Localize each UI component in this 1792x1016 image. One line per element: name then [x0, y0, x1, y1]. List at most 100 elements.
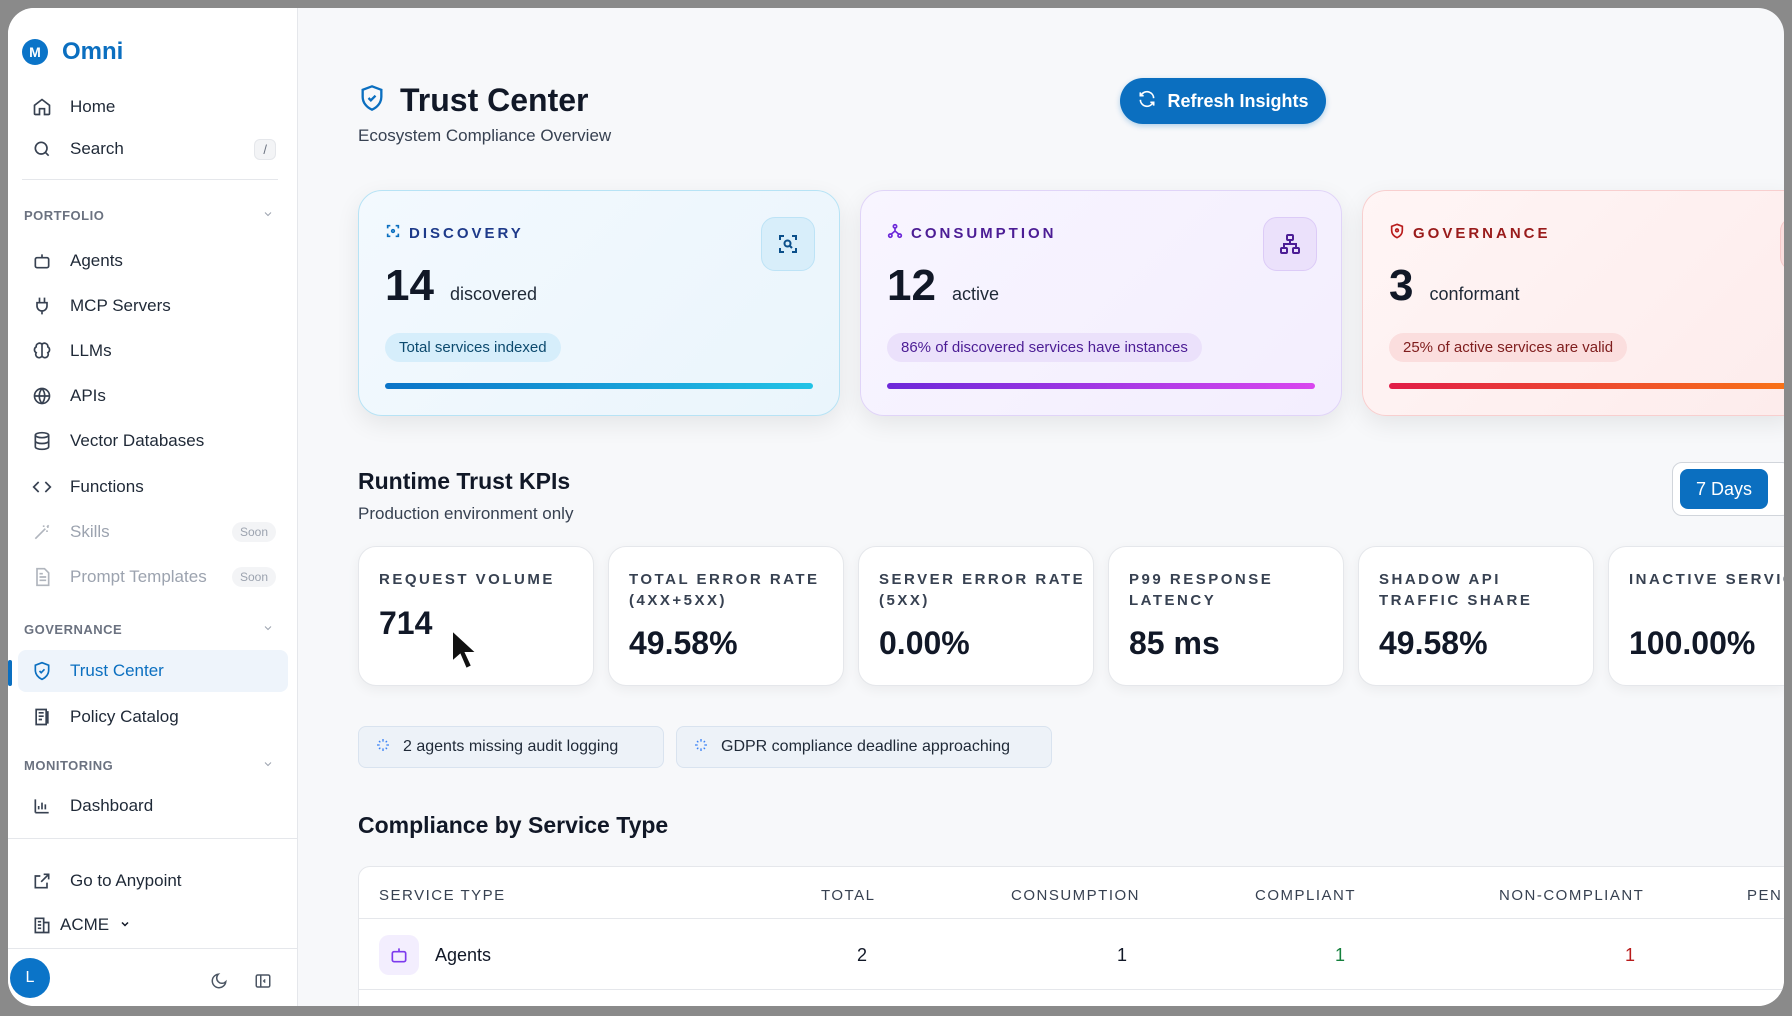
sidebar-item-search[interactable]: Search /: [18, 128, 288, 170]
org-name: ACME: [60, 915, 110, 934]
shield-check-icon: [358, 84, 386, 117]
discovery-card[interactable]: DISCOVERY 14 discovered Total services i…: [358, 190, 840, 416]
section-governance[interactable]: GOVERNANCE: [24, 622, 274, 637]
governance-icon-box: [1780, 217, 1784, 271]
sidebar-item-llms[interactable]: LLMs: [18, 330, 288, 372]
card-heading: GOVERNANCE: [1389, 223, 1551, 243]
sidebar-item-vector-databases[interactable]: Vector Databases: [18, 420, 288, 462]
section-monitoring[interactable]: MONITORING: [24, 758, 274, 773]
kpi-value: 0.00%: [879, 625, 970, 661]
kpi-card-total-error-rate[interactable]: TOTAL ERROR RATE (4XX+5XX) 49.58%: [608, 546, 844, 686]
sidebar-item-label: Trust Center: [70, 661, 164, 680]
kpi-value: 49.58%: [1379, 625, 1488, 661]
chevron-down-icon: [262, 208, 274, 223]
column-header[interactable]: SERVICE TYPE: [379, 887, 506, 904]
wand-icon: [30, 520, 54, 544]
kpi-card-shadow-api-traffic[interactable]: SHADOW API TRAFFIC SHARE 49.58%: [1358, 546, 1594, 686]
sidebar-item-functions[interactable]: Functions: [18, 466, 288, 508]
card-value: 12 active: [887, 261, 999, 311]
collapse-sidebar-icon[interactable]: [252, 970, 274, 992]
sidebar: M Omni Home Search / PORTFOLIO Agents: [8, 8, 298, 1006]
shield-icon: [1389, 223, 1405, 243]
governance-card[interactable]: GOVERNANCE 3 conformant 25% of active se…: [1362, 190, 1784, 416]
consumption-card[interactable]: CONSUMPTION 12 active 86% of discovered …: [860, 190, 1342, 416]
column-header[interactable]: TOTAL: [821, 887, 876, 904]
column-header[interactable]: NON-COMPLIANT: [1499, 887, 1645, 904]
section-portfolio[interactable]: PORTFOLIO: [24, 208, 274, 223]
sidebar-item-policy-catalog[interactable]: Policy Catalog: [18, 696, 288, 738]
sidebar-item-dashboard[interactable]: Dashboard: [18, 785, 288, 827]
divider: [8, 838, 298, 839]
chevron-down-icon: [119, 915, 131, 935]
search-icon: [30, 137, 54, 161]
brain-icon: [30, 339, 54, 363]
column-header[interactable]: CONSUMPTION: [1011, 887, 1140, 904]
kpi-label: TOTAL ERROR RATE (4XX+5XX): [629, 571, 820, 609]
card-pill: 86% of discovered services have instance…: [887, 333, 1202, 362]
soon-badge: Soon: [231, 567, 276, 587]
brand[interactable]: M Omni: [22, 38, 123, 66]
refresh-icon: [1137, 89, 1157, 114]
mouse-cursor-icon: [450, 627, 480, 677]
network-icon: [1263, 217, 1317, 271]
catalog-icon: [30, 705, 54, 729]
database-icon: [30, 429, 54, 453]
column-header[interactable]: COMPLIANT: [1255, 887, 1357, 904]
go-to-anypoint-link[interactable]: Go to Anypoint: [18, 860, 288, 902]
consumption-cell: 1: [1117, 945, 1128, 965]
column-header[interactable]: PEN: [1747, 887, 1783, 904]
shield-check-icon: [30, 659, 54, 683]
alert-chip[interactable]: 2 agents missing audit logging: [358, 726, 664, 768]
service-type-cell[interactable]: Agents: [435, 945, 492, 965]
soon-badge: Soon: [231, 522, 276, 542]
active-count: 12: [887, 261, 936, 310]
non-compliant-cell: 1: [1625, 945, 1636, 965]
kpi-card-p99-latency[interactable]: P99 RESPONSE LATENCY 85 ms: [1108, 546, 1344, 686]
kpi-card-inactive-services[interactable]: INACTIVE SERVICES 100.00%: [1608, 546, 1784, 686]
sidebar-item-trust-center[interactable]: Trust Center: [18, 650, 288, 692]
alert-chip[interactable]: GDPR compliance deadline approaching: [676, 726, 1052, 768]
kpi-label: SHADOW API TRAFFIC SHARE: [1379, 571, 1533, 609]
sidebar-item-prompt-templates[interactable]: Prompt Templates Soon: [18, 556, 288, 598]
card-heading: CONSUMPTION: [887, 223, 1057, 243]
alert-text: 2 agents missing audit logging: [403, 738, 619, 755]
code-icon: [30, 475, 54, 499]
kpi-label: P99 RESPONSE LATENCY: [1129, 571, 1274, 609]
conformant-count: 3: [1389, 261, 1414, 310]
sidebar-item-label: Search: [70, 139, 124, 158]
range-7-days-button[interactable]: 7 Days: [1680, 469, 1768, 509]
section-heading: PORTFOLIO: [24, 208, 105, 223]
kpi-card-server-error-rate[interactable]: SERVER ERROR RATE (5XX) 0.00%: [858, 546, 1094, 686]
main-content: Trust Center Ecosystem Compliance Overvi…: [298, 8, 1784, 1006]
sparkle-icon: [375, 737, 391, 758]
progress-bar: [1389, 383, 1784, 389]
sidebar-item-label: Home: [70, 97, 116, 116]
sidebar-item-agents[interactable]: Agents: [18, 240, 288, 282]
card-value: 14 discovered: [385, 261, 537, 311]
compliance-table: SERVICE TYPE TOTAL CONSUMPTION COMPLIANT…: [358, 866, 1784, 1006]
card-heading: DISCOVERY: [385, 223, 524, 243]
sidebar-item-skills[interactable]: Skills Soon: [18, 511, 288, 553]
external-link-icon: [30, 869, 54, 893]
card-unit: conformant: [1429, 284, 1520, 304]
kpi-card-request-volume[interactable]: REQUEST VOLUME 714: [358, 546, 594, 686]
refresh-label: Refresh Insights: [1167, 90, 1309, 111]
section-heading: GOVERNANCE: [24, 622, 123, 637]
robot-icon: [30, 249, 54, 273]
progress-bar: [887, 383, 1315, 389]
discovered-count: 14: [385, 261, 434, 310]
page-title: Trust Center: [400, 82, 589, 118]
sidebar-item-label: Agents: [70, 251, 123, 270]
sidebar-item-label: Functions: [70, 477, 144, 496]
sidebar-item-label: Dashboard: [70, 796, 154, 815]
org-selector[interactable]: ACME: [18, 904, 288, 946]
brand-name: Omni: [62, 38, 124, 65]
avatar[interactable]: L: [10, 958, 50, 998]
sidebar-item-home[interactable]: Home: [18, 86, 288, 128]
moon-icon[interactable]: [208, 970, 230, 992]
refresh-insights-button[interactable]: Refresh Insights: [1120, 78, 1326, 124]
divider: [359, 918, 1784, 919]
card-unit: active: [951, 284, 999, 304]
sidebar-item-mcp-servers[interactable]: MCP Servers: [18, 285, 288, 327]
sidebar-item-apis[interactable]: APIs: [18, 375, 288, 417]
